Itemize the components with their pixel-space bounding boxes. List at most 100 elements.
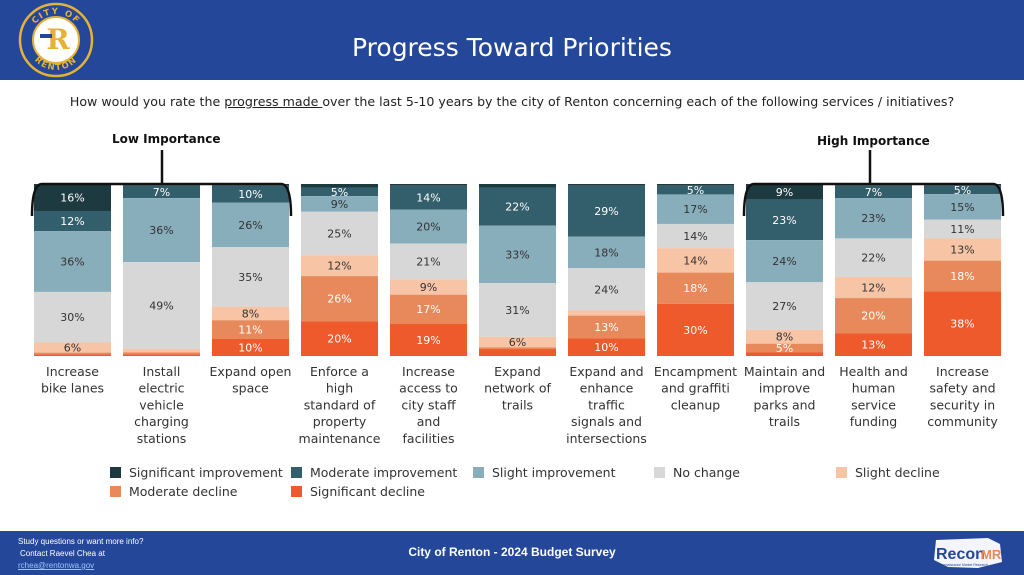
- data-label-10-slight_improvement: 15%: [950, 201, 974, 214]
- bar-segment-1-slight_improvement: [123, 198, 200, 263]
- bar-segment-8-moderate_decline: [746, 343, 823, 353]
- category-label-2-line-0: Expand open: [210, 364, 292, 379]
- data-label-5-slight_improvement: 33%: [505, 248, 529, 261]
- legend-swatch-no_change: [654, 467, 665, 478]
- bar-segment-6-moderate_improvement: [568, 185, 645, 237]
- bar-segment-7-slight_decline: [657, 248, 734, 273]
- data-label-6-slight_improvement: 18%: [594, 246, 618, 259]
- bar-segment-9-moderate_decline: [835, 298, 912, 334]
- category-label-8-line-0: Maintain and: [744, 364, 825, 379]
- category-label-8-line-1: improve: [759, 381, 810, 396]
- data-label-6-significant_decline: 10%: [594, 341, 618, 354]
- category-label-1-line-2: vehicle: [139, 397, 184, 412]
- data-label-9-significant_decline: 13%: [861, 339, 885, 352]
- category-label-5-line-0: Expand: [494, 364, 541, 379]
- data-label-7-slight_decline: 14%: [683, 254, 707, 267]
- footer-contact-email-link[interactable]: rchea@rentonwa.gov: [18, 561, 95, 570]
- bar-segment-5-significant_decline: [479, 349, 556, 356]
- category-label-9-line-0: Health and: [839, 364, 908, 379]
- bar-segment-10-slight_improvement: [924, 194, 1001, 220]
- legend-swatch-moderate_decline: [110, 486, 121, 497]
- data-label-8-slight_improvement: 24%: [772, 255, 796, 268]
- category-label-6-line-4: intersections: [566, 431, 647, 446]
- data-label-3-slight_improvement: 9%: [331, 198, 348, 211]
- high-importance-bracket: [742, 182, 1005, 217]
- bar-segment-6-significant_decline: [568, 338, 645, 356]
- category-label-4-line-4: facilities: [403, 431, 455, 446]
- legend-label-significant_improvement: Significant improvement: [129, 465, 283, 480]
- category-label-0-line-0: Increase: [46, 364, 99, 379]
- bar-segment-4-moderate_decline: [390, 294, 467, 324]
- category-label-3-line-1: high: [326, 381, 353, 396]
- high-importance-label: High Importance: [817, 134, 930, 148]
- footer-contact-name: Contact Raevel Chea at: [20, 549, 105, 558]
- legend-swatch-moderate_improvement: [291, 467, 302, 478]
- bar-segment-4-slight_improvement: [390, 209, 467, 244]
- legend-swatch-significant_improvement: [110, 467, 121, 478]
- footer-contact: Study questions or want more info? Conta…: [18, 536, 143, 572]
- data-label-0-significant_improvement: 16%: [60, 191, 84, 204]
- data-label-3-significant_decline: 20%: [327, 333, 351, 346]
- category-label-5-line-1: network of: [484, 381, 551, 396]
- category-label-6-line-1: enhance: [580, 381, 634, 396]
- recon-brand-logo: Recon MR Reconnaissance Market Research: [934, 538, 1002, 568]
- legend: Significant improvement Moderate improvem…: [110, 465, 940, 499]
- bar-segment-5-no_change: [479, 283, 556, 337]
- data-label-9-moderate_improvement: 7%: [865, 186, 882, 199]
- data-label-6-moderate_decline: 13%: [594, 321, 618, 334]
- legend-label-significant_decline: Significant decline: [310, 484, 425, 499]
- data-label-10-slight_decline: 13%: [950, 244, 974, 257]
- bar-segment-7-moderate_improvement: [657, 185, 734, 195]
- data-label-3-slight_decline: 12%: [327, 260, 351, 273]
- bar-segment-6-moderate_decline: [568, 315, 645, 339]
- svg-text:MR: MR: [981, 547, 1002, 562]
- data-label-5-no_change: 31%: [505, 304, 529, 317]
- bar-segment-9-no_change: [835, 238, 912, 278]
- data-label-9-slight_decline: 12%: [861, 282, 885, 295]
- category-label-1-line-0: Install: [143, 364, 181, 379]
- data-label-4-slight_decline: 9%: [420, 281, 437, 294]
- data-label-0-slight_improvement: 36%: [60, 256, 84, 269]
- data-label-1-no_change: 49%: [149, 299, 173, 312]
- data-label-10-moderate_decline: 18%: [950, 270, 974, 283]
- bar-segment-9-significant_decline: [835, 333, 912, 356]
- bar-segment-0-significant_decline: [34, 354, 111, 356]
- bar-segment-0-no_change: [34, 291, 111, 343]
- bar-segment-4-significant_improvement: [390, 184, 467, 186]
- category-label-10-line-3: community: [927, 414, 998, 429]
- category-label-6-line-2: traffic: [588, 397, 625, 412]
- data-label-7-moderate_decline: 18%: [683, 282, 707, 295]
- bar-segment-6-no_change: [568, 268, 645, 311]
- bar-segment-8-significant_improvement: [746, 184, 823, 200]
- data-label-8-moderate_decline: 5%: [776, 342, 793, 355]
- data-label-9-no_change: 22%: [861, 252, 885, 265]
- bar-segment-8-significant_decline: [746, 352, 823, 356]
- data-label-4-no_change: 21%: [416, 255, 440, 268]
- bar-segment-2-moderate_decline: [212, 320, 289, 339]
- bars-layer: 16% 12% 36% 30% 6% 7% 36% 49% 10% 26% 35% 8% 11% 10% 5…: [34, 184, 1001, 356]
- data-label-4-slight_improvement: 20%: [416, 221, 440, 234]
- bar-segment-1-moderate_improvement: [123, 185, 200, 199]
- category-label-4-line-1: access to: [399, 381, 458, 396]
- low-importance-label: Low Importance: [112, 132, 221, 146]
- data-label-9-moderate_decline: 20%: [861, 310, 885, 323]
- data-label-5-moderate_improvement: 22%: [505, 201, 529, 214]
- footer-bar: [0, 531, 1024, 575]
- category-label-3-line-2: standard of: [304, 397, 376, 412]
- data-label-3-moderate_improvement: 5%: [331, 186, 348, 199]
- svg-text:R: R: [46, 23, 70, 56]
- bar-segment-2-no_change: [212, 247, 289, 307]
- footer-title: City of Renton - 2024 Budget Survey: [408, 545, 616, 559]
- bar-segment-9-slight_decline: [835, 277, 912, 299]
- category-label-4-line-3: and: [417, 414, 441, 429]
- category-label-4-line-2: city staff: [401, 397, 456, 412]
- data-label-7-no_change: 14%: [683, 230, 707, 243]
- data-label-2-slight_decline: 8%: [242, 307, 259, 320]
- bar-segment-8-slight_improvement: [746, 240, 823, 283]
- bar-segment-3-slight_decline: [301, 255, 378, 277]
- bar-segment-3-significant_improvement: [301, 184, 378, 188]
- bar-segment-7-no_change: [657, 223, 734, 249]
- bar-segment-1-moderate_decline: [123, 352, 200, 355]
- category-label-9-line-2: service: [851, 397, 896, 412]
